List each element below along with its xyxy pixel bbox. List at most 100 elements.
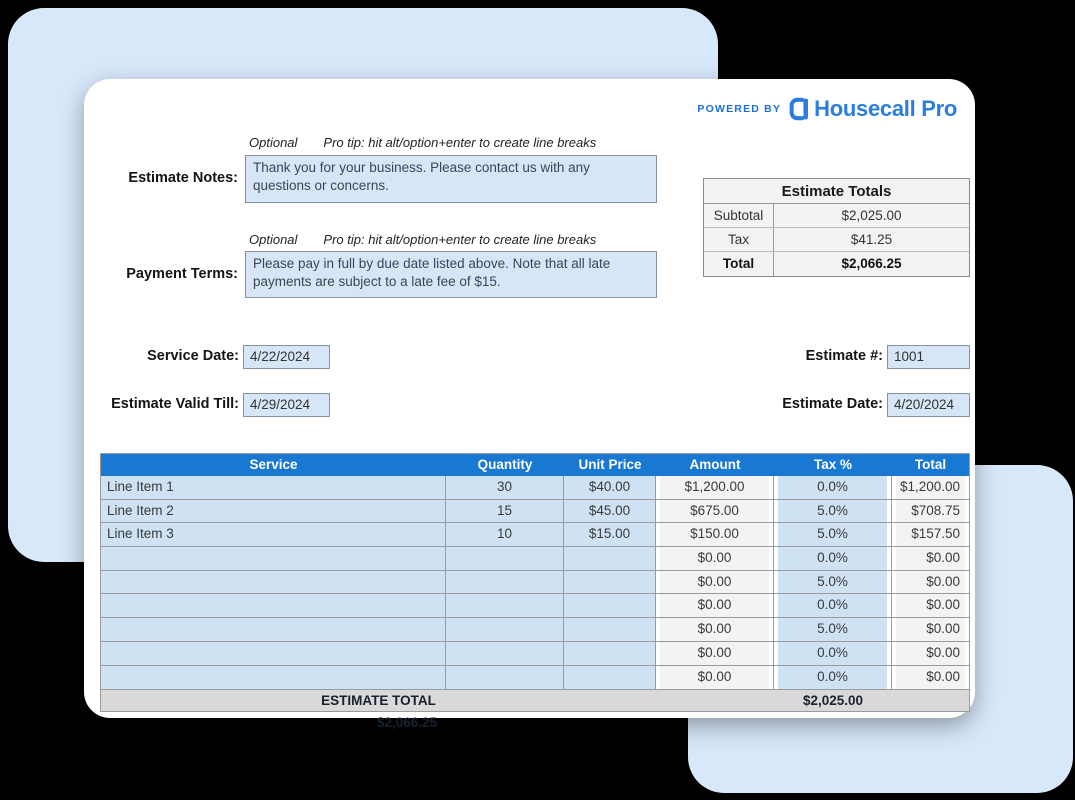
cell-unit-price[interactable]: $45.00 — [564, 499, 656, 524]
cell-amount[interactable]: $0.00 — [656, 594, 774, 619]
cell-amount[interactable]: $0.00 — [656, 665, 774, 690]
subtotal-row: Subtotal $2,025.00 — [704, 204, 969, 228]
cell-unit-price[interactable] — [564, 665, 656, 690]
cell-total[interactable]: $0.00 — [892, 618, 969, 642]
estimate-total-amount: $2,025.00 — [802, 693, 864, 709]
table-row: Line Item 1 30 $40.00 $1,200.00 0.0% $1,… — [101, 476, 969, 500]
table-row: Line Item 3 10 $15.00 $150.00 5.0% $157.… — [101, 523, 969, 548]
cell-tax[interactable]: 0.0% — [774, 547, 892, 571]
header-quantity: Quantity — [477, 457, 533, 472]
estimate-valid-till-input[interactable]: 4/29/2024 — [243, 393, 330, 417]
cell-total[interactable]: $0.00 — [892, 547, 969, 571]
cell-quantity[interactable] — [446, 665, 564, 690]
cell-amount[interactable]: $0.00 — [656, 641, 774, 666]
pro-tip-text: Pro tip: hit alt/option+enter to create … — [323, 232, 597, 247]
cell-amount[interactable]: $0.00 — [656, 547, 774, 571]
footer-tax-spacer — [892, 690, 969, 712]
optional-label: Optional — [249, 232, 298, 247]
estimate-total-value: $2,066.25 — [376, 715, 437, 731]
service-date-input[interactable]: 4/22/2024 — [243, 345, 330, 369]
subtotal-label: Subtotal — [704, 204, 774, 227]
footer-quantity-spacer — [656, 690, 774, 712]
table-row: $0.00 0.0% $0.00 — [101, 594, 969, 619]
estimate-number-input[interactable]: 1001 — [887, 345, 970, 369]
cell-quantity[interactable]: 10 — [446, 523, 564, 548]
cell-unit-price[interactable] — [564, 641, 656, 666]
cell-tax[interactable]: 0.0% — [774, 476, 892, 500]
estimate-notes-input[interactable]: Thank you for your business. Please cont… — [245, 155, 657, 203]
cell-total[interactable]: $0.00 — [892, 641, 969, 666]
cell-tax[interactable]: 0.0% — [774, 665, 892, 690]
cell-service[interactable] — [101, 665, 446, 690]
cell-quantity[interactable] — [446, 547, 564, 571]
total-row: Total $2,066.25 — [704, 252, 969, 276]
powered-by-label: POWERED BY — [697, 103, 782, 115]
cell-unit-price[interactable]: $40.00 — [564, 476, 656, 500]
cell-quantity[interactable] — [446, 570, 564, 595]
cell-service[interactable]: Line Item 1 — [101, 476, 446, 500]
payment-terms-label: Payment Terms: — [126, 266, 238, 282]
header-amount: Amount — [689, 457, 741, 472]
estimate-total-label: ESTIMATE TOTAL — [321, 693, 436, 709]
cell-tax[interactable]: 5.0% — [774, 523, 892, 548]
cell-total[interactable]: $0.00 — [892, 665, 969, 690]
table-row: $0.00 0.0% $0.00 — [101, 547, 969, 571]
cell-amount[interactable]: $675.00 — [656, 499, 774, 524]
cell-total[interactable]: $157.50 — [892, 523, 969, 548]
table-row: $0.00 5.0% $0.00 — [101, 570, 969, 595]
cell-service[interactable] — [101, 618, 446, 642]
cell-quantity[interactable]: 15 — [446, 499, 564, 524]
cell-total[interactable]: $1,200.00 — [892, 476, 969, 500]
estimate-sheet-card: POWERED BY Housecall Pro Optional Pro tip… — [84, 79, 975, 730]
tax-label: Tax — [704, 228, 774, 251]
header-service: Service — [249, 457, 298, 472]
cell-service[interactable] — [101, 570, 446, 595]
cell-unit-price[interactable] — [564, 594, 656, 619]
subtotal-value: $2,025.00 — [841, 208, 902, 223]
payment-terms-input[interactable]: Please pay in full by due date listed ab… — [245, 251, 657, 298]
cell-quantity[interactable] — [446, 594, 564, 619]
notes-pro-tip: Optional Pro tip: hit alt/option+enter to… — [249, 135, 596, 150]
cell-amount[interactable]: $0.00 — [656, 618, 774, 642]
cell-service[interactable]: Line Item 2 — [101, 499, 446, 524]
table-row: $0.00 0.0% $0.00 — [101, 665, 969, 690]
cell-tax[interactable]: 5.0% — [774, 618, 892, 642]
pro-tip-text: Pro tip: hit alt/option+enter to create … — [323, 135, 597, 150]
cell-service[interactable] — [101, 594, 446, 619]
cell-amount[interactable]: $0.00 — [656, 570, 774, 595]
cell-unit-price[interactable]: $15.00 — [564, 523, 656, 548]
cell-tax[interactable]: 0.0% — [774, 641, 892, 666]
estimate-number-label: Estimate #: — [805, 348, 883, 364]
estimate-date-input[interactable]: 4/20/2024 — [887, 393, 970, 417]
cell-total[interactable]: $708.75 — [892, 499, 969, 524]
table-row: $0.00 0.0% $0.00 — [101, 641, 969, 666]
table-row: $0.00 5.0% $0.00 — [101, 618, 969, 642]
estimate-totals-title: Estimate Totals — [704, 179, 969, 204]
table-row: Line Item 2 15 $45.00 $675.00 5.0% $708.… — [101, 499, 969, 524]
payment-pro-tip: Optional Pro tip: hit alt/option+enter to… — [249, 232, 596, 247]
header-total: Total — [914, 457, 947, 472]
cell-total[interactable]: $0.00 — [892, 570, 969, 595]
cell-quantity[interactable] — [446, 641, 564, 666]
cell-quantity[interactable] — [446, 618, 564, 642]
total-label: Total — [704, 252, 774, 276]
cell-amount[interactable]: $150.00 — [656, 523, 774, 548]
total-value: $2,066.25 — [841, 256, 902, 271]
cell-unit-price[interactable] — [564, 618, 656, 642]
cell-unit-price[interactable] — [564, 570, 656, 595]
table-footer-row: ESTIMATE TOTAL $2,025.00 $2,066.25 — [101, 689, 969, 730]
cell-unit-price[interactable] — [564, 547, 656, 571]
tax-row: Tax $41.25 — [704, 228, 969, 252]
table-body: Line Item 1 30 $40.00 $1,200.00 0.0% $1,… — [101, 476, 969, 690]
cell-service[interactable]: Line Item 3 — [101, 523, 446, 548]
cell-service[interactable] — [101, 547, 446, 571]
cell-tax[interactable]: 0.0% — [774, 594, 892, 619]
cell-tax[interactable]: 5.0% — [774, 570, 892, 595]
cell-quantity[interactable]: 30 — [446, 476, 564, 500]
cell-service[interactable] — [101, 641, 446, 666]
cell-tax[interactable]: 5.0% — [774, 499, 892, 524]
line-items-table: Service Quantity Unit Price Amount Tax %… — [100, 453, 970, 730]
cell-amount[interactable]: $1,200.00 — [656, 476, 774, 500]
powered-by-housecall-pro-logo: POWERED BY Housecall Pro — [697, 96, 957, 122]
cell-total[interactable]: $0.00 — [892, 594, 969, 619]
